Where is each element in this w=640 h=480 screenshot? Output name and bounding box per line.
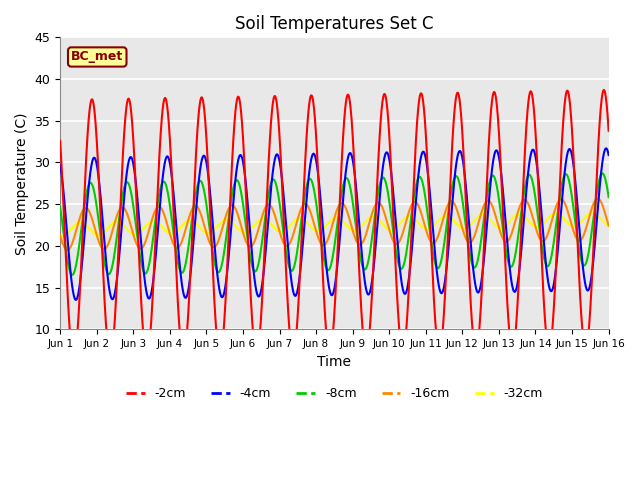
Y-axis label: Soil Temperature (C): Soil Temperature (C) [15,112,29,254]
Title: Soil Temperatures Set C: Soil Temperatures Set C [235,15,434,33]
Legend: -2cm, -4cm, -8cm, -16cm, -32cm: -2cm, -4cm, -8cm, -16cm, -32cm [121,382,548,405]
Text: BC_met: BC_met [71,50,124,63]
X-axis label: Time: Time [317,355,351,369]
